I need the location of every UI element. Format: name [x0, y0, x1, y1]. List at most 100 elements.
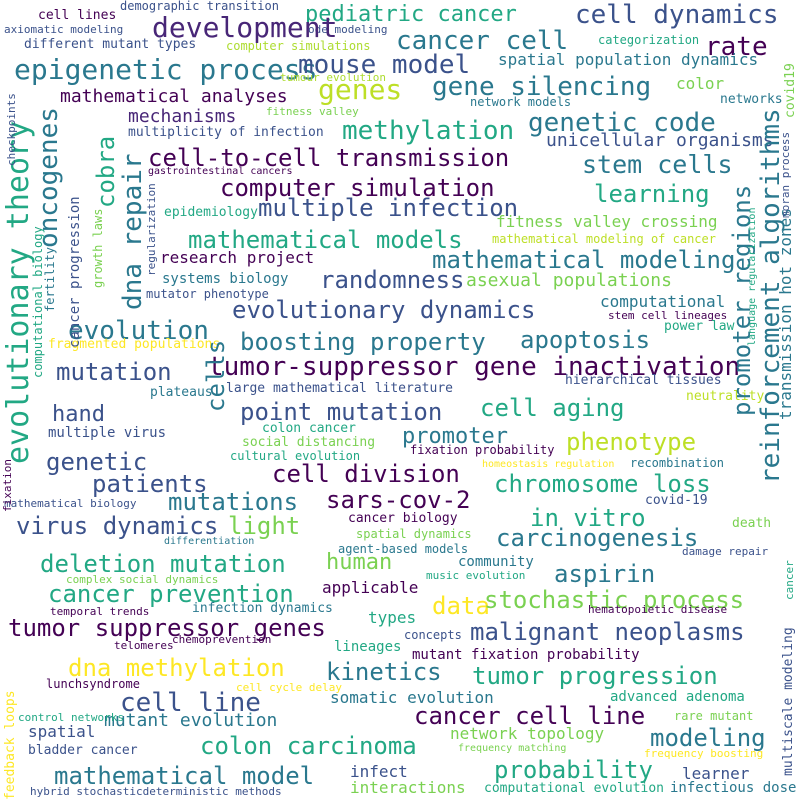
word: virus dynamics: [16, 512, 219, 540]
word: cell-to-cell transmission: [148, 144, 510, 172]
word: hand: [52, 402, 105, 427]
word: malignant neoplasms: [470, 618, 745, 646]
word: boosting property: [240, 328, 486, 356]
word: computational: [600, 292, 726, 311]
word: control networks: [18, 711, 124, 724]
word: mutant fixation probability: [412, 647, 640, 663]
word: apoptosis: [520, 326, 651, 354]
word: gastrointestinal cancers: [148, 166, 293, 177]
word: axiomatic modeling: [4, 23, 124, 36]
word: cancer cell: [396, 26, 569, 56]
word-vertical: transmission hot zones: [776, 208, 795, 420]
word: genetic code: [528, 108, 716, 138]
word: point mutation: [240, 398, 443, 426]
word-vertical: cancer progression: [67, 196, 83, 348]
word-vertical: regularization: [145, 183, 158, 276]
word: asexual populations: [466, 270, 672, 291]
word: mouse model: [298, 50, 471, 80]
word: unicellular organisms: [546, 130, 774, 151]
word: computer simulations: [226, 39, 371, 53]
word: multiple virus: [48, 425, 167, 441]
word: networks: [720, 92, 783, 107]
word: data: [432, 592, 490, 620]
word: cell cycle delay: [236, 681, 342, 694]
word: cell aging: [480, 394, 625, 422]
word: homeostasis regulation: [482, 459, 615, 470]
word: hybrid stochasticdeterministic methods: [30, 785, 282, 798]
word: phenotype: [566, 428, 697, 456]
word: stem cell lineages: [608, 309, 728, 322]
word: mathematical modeling of cancer: [492, 232, 716, 246]
word-vertical: fixation: [1, 459, 14, 512]
word: randomness: [320, 266, 465, 294]
word: community: [458, 554, 534, 570]
word: concepts: [404, 628, 462, 642]
word: light: [228, 512, 301, 540]
word: stochastic process: [484, 586, 745, 614]
word: frequency boosting: [644, 747, 764, 760]
word: methylation: [342, 116, 515, 146]
word: rate: [705, 32, 768, 62]
word: colon cancer: [262, 421, 356, 436]
word: temporal trends: [50, 605, 150, 618]
word: infectious dose: [670, 780, 797, 796]
word-vertical: moran process: [779, 131, 792, 218]
word: bladder cancer: [28, 743, 138, 758]
word: chromosome loss: [494, 470, 711, 498]
word: telomeres: [114, 639, 174, 652]
word: cancer cell line: [414, 702, 646, 730]
word-vertical: cells: [202, 339, 230, 412]
word: mutations: [168, 488, 299, 516]
word-vertical: multiscale modeling: [781, 627, 796, 776]
word: cell dynamics: [575, 0, 779, 30]
word: multiple infection: [258, 194, 519, 222]
word: spatial: [28, 722, 96, 741]
word: mutation: [56, 358, 172, 386]
word: neutrality: [686, 389, 765, 404]
word-vertical: cobra: [92, 135, 120, 208]
word: color: [676, 74, 725, 93]
word: mathematical model: [54, 762, 315, 790]
word: colon carcinoma: [200, 732, 417, 760]
word: mathematical modeling: [432, 246, 736, 274]
word: social distancing: [242, 435, 376, 450]
word: categorization: [598, 33, 700, 47]
word-vertical: cancer: [783, 560, 796, 600]
word: complex social dynamics: [66, 573, 219, 586]
word: recombination: [630, 456, 724, 470]
word: fixation probability: [410, 443, 555, 457]
word: mathematical analyses: [60, 86, 288, 107]
word: mutator phenotype: [146, 287, 269, 301]
word: cancer biology: [348, 511, 458, 526]
word: tumor progression: [472, 662, 718, 690]
word: music evolution: [426, 569, 526, 582]
word: computer simulation: [220, 174, 495, 202]
word: applicable: [322, 578, 419, 597]
word: evolution: [68, 316, 209, 346]
word: epigenetic process: [14, 53, 318, 86]
word: genes: [318, 73, 403, 106]
word: somatic evolution: [330, 688, 494, 707]
word: covid-19: [645, 493, 708, 508]
word: deletion mutation: [40, 550, 286, 578]
word: spatial dynamics: [356, 527, 472, 541]
word-vertical: dna repair: [118, 153, 148, 310]
word: systems biology: [162, 271, 289, 287]
word: cancer prevention: [48, 580, 294, 608]
word: chemoprevention: [172, 633, 272, 646]
word: large mathematical literature: [226, 381, 453, 396]
word: modeling: [650, 724, 766, 752]
word: fitness valley: [266, 105, 359, 118]
word: death: [732, 516, 772, 531]
word: different mutant types: [24, 37, 197, 52]
word: fragmented populations: [48, 337, 221, 352]
word: sars-cov-2: [326, 486, 471, 514]
word: research project: [160, 248, 315, 267]
word: tumor-suppressor gene inactivation: [208, 352, 741, 382]
word: power law: [664, 319, 735, 334]
word: stem cells: [582, 150, 733, 179]
word: probability: [494, 756, 653, 784]
word: mechanisms: [128, 106, 237, 127]
word: computational evolution: [484, 781, 665, 796]
